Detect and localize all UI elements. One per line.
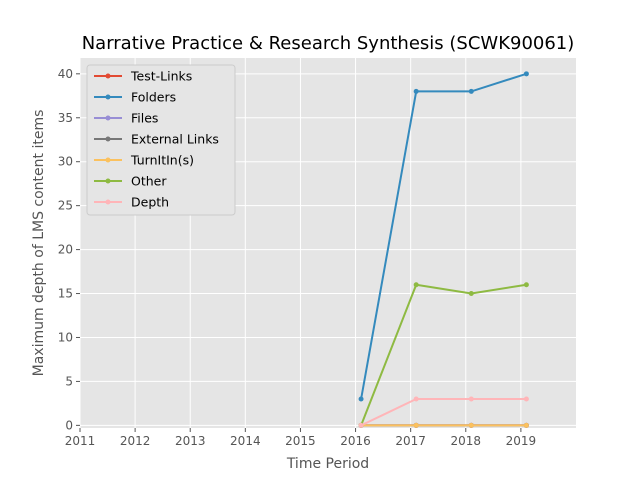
x-tick-label: 2019 [506, 434, 537, 448]
series-line-depth [360, 398, 527, 427]
data-point-other [523, 282, 529, 288]
y-tick-label: 25 [58, 199, 73, 213]
y-tick-label: 15 [58, 287, 73, 301]
data-point-folders [413, 88, 419, 94]
legend-label-test-links: Test-Links [130, 69, 192, 84]
data-point-turnitin-s [523, 422, 529, 428]
data-point-depth [413, 396, 419, 402]
legend-label-turnitin-s: TurnItIn(s) [130, 153, 194, 168]
legend-marker-turnitin-s [105, 157, 111, 163]
x-axis-ticks: 2011 2012 2013 2014 2015 2016 2017 2018 2019 [65, 428, 536, 448]
data-point-depth [468, 396, 474, 402]
y-tick-label: 5 [65, 374, 73, 388]
series-line-folders [360, 72, 527, 400]
series-line-other [360, 283, 527, 426]
y-tick-label: 0 [65, 418, 73, 432]
y-tick-label: 40 [58, 67, 73, 81]
legend: Test-Links Folders Files External Links Turn… [86, 64, 236, 216]
y-tick-label: 20 [58, 243, 73, 257]
data-point-other [413, 282, 419, 288]
x-tick-label: 2018 [451, 434, 482, 448]
legend-label-external-links: External Links [131, 132, 219, 147]
y-tick-label: 30 [58, 155, 73, 169]
data-point-folders [358, 396, 364, 402]
y-tick-label: 35 [58, 111, 73, 125]
data-point-turnitin-s [468, 422, 474, 428]
legend-marker-files [105, 115, 111, 121]
data-point-turnitin-s [413, 422, 419, 428]
data-point-depth [358, 422, 364, 428]
x-tick-label: 2013 [175, 434, 206, 448]
y-tick-label: 10 [58, 330, 73, 344]
data-point-folders [523, 71, 529, 77]
x-tick-label: 2016 [340, 434, 371, 448]
x-tick-label: 2011 [65, 434, 96, 448]
legend-label-other: Other [131, 174, 167, 189]
series-layer [358, 71, 529, 428]
legend-marker-depth [105, 199, 111, 205]
chart-title: Narrative Practice & Research Synthesis … [82, 33, 575, 54]
legend-label-files: Files [131, 111, 158, 126]
legend-box [86, 64, 236, 216]
data-point-other [468, 291, 474, 297]
legend-marker-other [105, 178, 111, 184]
x-tick-label: 2014 [230, 434, 261, 448]
y-axis-label: Maximum depth of LMS content items [31, 110, 47, 377]
legend-marker-external-links [105, 136, 111, 142]
legend-marker-test-links [105, 73, 111, 79]
x-tick-label: 2012 [120, 434, 151, 448]
legend-label-depth: Depth [131, 195, 169, 210]
legend-label-folders: Folders [131, 90, 176, 105]
x-tick-label: 2015 [285, 434, 316, 448]
legend-marker-folders [105, 94, 111, 100]
data-point-folders [468, 88, 474, 94]
y-axis-ticks: 0 5 10 15 20 25 30 35 40 [58, 67, 80, 432]
x-tick-label: 2017 [395, 434, 426, 448]
data-point-depth [523, 396, 529, 402]
x-axis-label: Time Period [286, 456, 369, 472]
